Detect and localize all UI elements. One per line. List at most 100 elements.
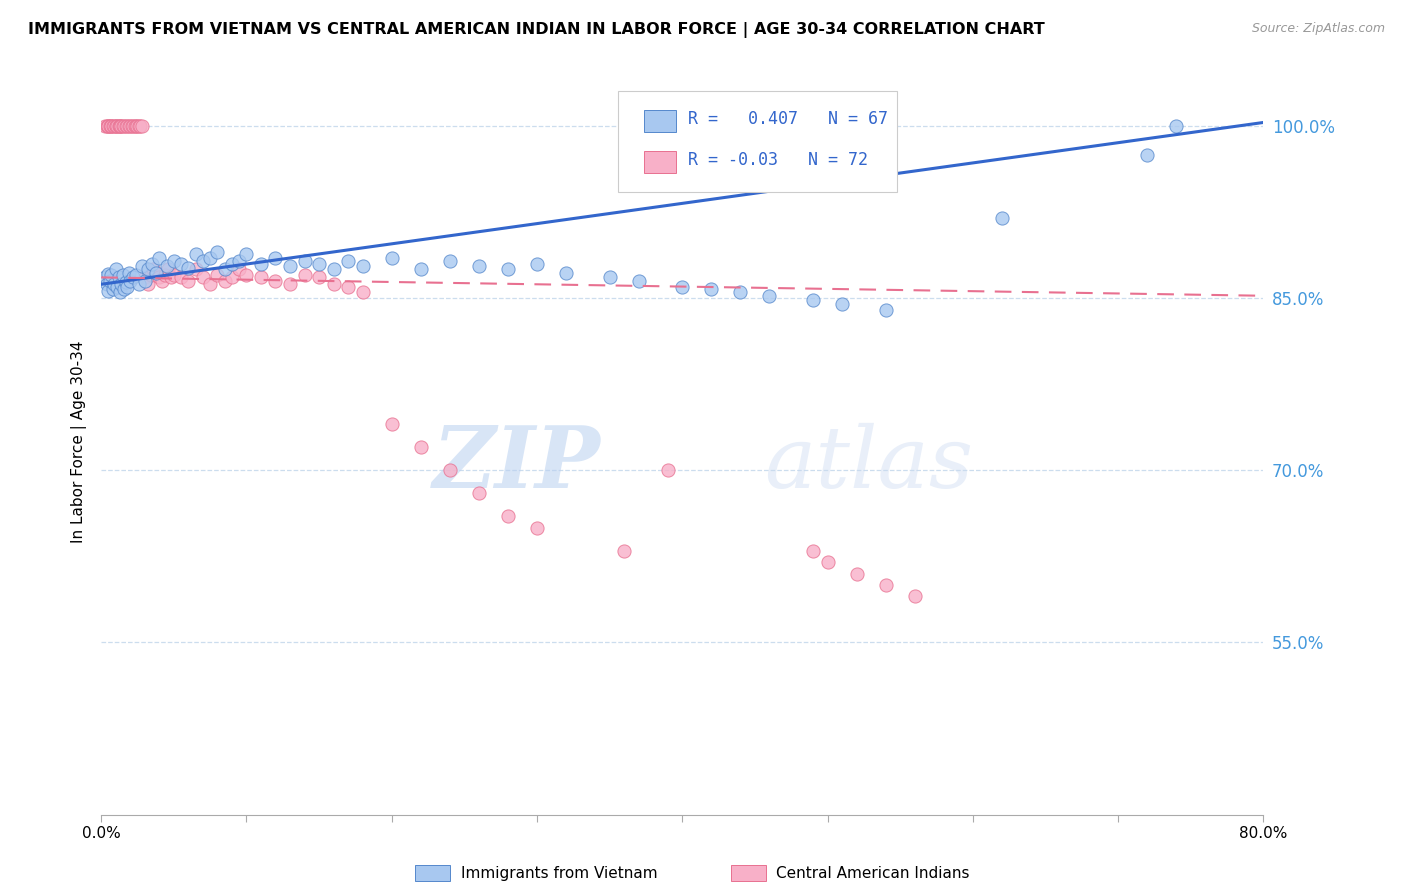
Text: R = -0.03   N = 72: R = -0.03 N = 72: [688, 152, 868, 169]
Point: [177, 274, 200, 288]
Point: [991, 211, 1014, 225]
Point: [112, 119, 135, 133]
Point: [97, 119, 120, 133]
Point: [468, 259, 491, 273]
Point: [294, 268, 316, 282]
Point: [103, 119, 125, 133]
Point: [148, 270, 170, 285]
Point: [125, 119, 148, 133]
Point: [657, 463, 679, 477]
Point: [131, 259, 153, 273]
Point: [250, 270, 273, 285]
Point: [352, 285, 374, 300]
Point: [409, 262, 432, 277]
Point: [97, 267, 120, 281]
Point: [124, 119, 146, 133]
Text: IMMIGRANTS FROM VIETNAM VS CENTRAL AMERICAN INDIAN IN LABOR FORCE | AGE 30-34 CO: IMMIGRANTS FROM VIETNAM VS CENTRAL AMERI…: [28, 22, 1045, 38]
Point: [131, 119, 153, 133]
Point: [381, 417, 404, 432]
Point: [439, 254, 461, 268]
Point: [322, 262, 344, 277]
Point: [111, 119, 134, 133]
Point: [730, 285, 752, 300]
Point: [111, 268, 134, 282]
Point: [114, 275, 136, 289]
Point: [228, 254, 250, 268]
Point: [100, 119, 122, 133]
Point: [599, 270, 621, 285]
Point: [110, 119, 132, 133]
Point: [613, 543, 636, 558]
Point: [322, 277, 344, 292]
Point: [214, 262, 236, 277]
Point: [105, 119, 128, 133]
Point: [96, 277, 118, 292]
Point: [409, 440, 432, 454]
Point: [150, 274, 173, 288]
Point: [163, 254, 186, 268]
Point: [163, 268, 186, 282]
Point: [264, 274, 287, 288]
Point: [112, 282, 135, 296]
Point: [128, 277, 150, 292]
Point: [139, 268, 162, 282]
Point: [142, 262, 165, 277]
Point: [875, 578, 897, 592]
Point: [381, 251, 404, 265]
Point: [555, 266, 578, 280]
Point: [1166, 119, 1188, 133]
Point: [526, 257, 548, 271]
Point: [700, 282, 723, 296]
Point: [198, 277, 221, 292]
Text: Immigrants from Vietnam: Immigrants from Vietnam: [461, 866, 658, 880]
Point: [160, 270, 183, 285]
FancyBboxPatch shape: [644, 110, 676, 132]
Point: [352, 259, 374, 273]
Point: [153, 268, 176, 282]
Point: [145, 266, 167, 280]
Point: [250, 257, 273, 271]
Point: [122, 119, 145, 133]
Point: [100, 268, 122, 282]
Point: [758, 289, 780, 303]
Point: [817, 555, 839, 569]
Point: [170, 270, 193, 285]
Point: [294, 254, 316, 268]
Point: [184, 247, 207, 261]
Point: [120, 119, 142, 133]
Point: [191, 270, 214, 285]
Point: [104, 119, 127, 133]
Point: [228, 262, 250, 277]
Text: atlas: atlas: [763, 423, 973, 505]
Point: [155, 259, 177, 273]
Point: [136, 277, 159, 292]
Point: [117, 119, 139, 133]
Point: [97, 119, 120, 133]
Point: [96, 119, 118, 133]
Point: [439, 463, 461, 477]
Point: [121, 119, 143, 133]
Point: [177, 261, 200, 276]
Point: [145, 266, 167, 280]
Point: [264, 251, 287, 265]
Point: [128, 119, 150, 133]
Point: [118, 119, 141, 133]
Point: [170, 257, 193, 271]
Point: [98, 119, 121, 133]
Point: [100, 119, 122, 133]
Point: [94, 270, 117, 285]
Point: [801, 293, 824, 308]
Y-axis label: In Labor Force | Age 30-34: In Labor Force | Age 30-34: [72, 340, 87, 542]
Point: [101, 119, 124, 133]
Point: [117, 279, 139, 293]
Point: [108, 285, 131, 300]
Point: [207, 268, 229, 282]
Point: [118, 266, 141, 280]
Point: [108, 119, 131, 133]
Point: [148, 251, 170, 265]
Point: [156, 262, 179, 277]
Point: [122, 270, 145, 285]
Point: [496, 509, 519, 524]
Point: [526, 520, 548, 534]
Point: [845, 566, 868, 581]
